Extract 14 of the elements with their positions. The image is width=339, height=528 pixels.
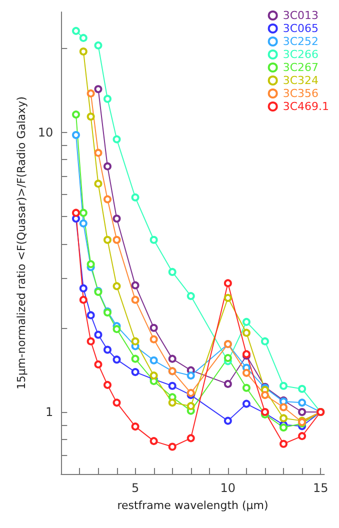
x-tick-label: 10 [220,481,236,495]
legend-label: 3C469.1 [282,100,329,113]
legend-label: 3C267 [282,61,319,74]
x-axis-title: restframe wavelength (μm) [117,499,268,512]
y-axis-title: 15μm-normalized ratio <F(Quasar)>/F(Radio Galaxy) [15,96,28,390]
x-tick-label: 5 [131,481,140,495]
legend-label: 3C065 [282,22,319,35]
legend-label: 3C252 [282,35,319,48]
legend-label: 3C013 [282,9,319,22]
legend-label: 3C324 [282,74,319,87]
legend-label: 3C356 [282,87,319,100]
x-tick-label: 15 [312,481,328,495]
legend-label: 3C266 [282,48,319,61]
y-tick-label: 1 [46,405,54,420]
